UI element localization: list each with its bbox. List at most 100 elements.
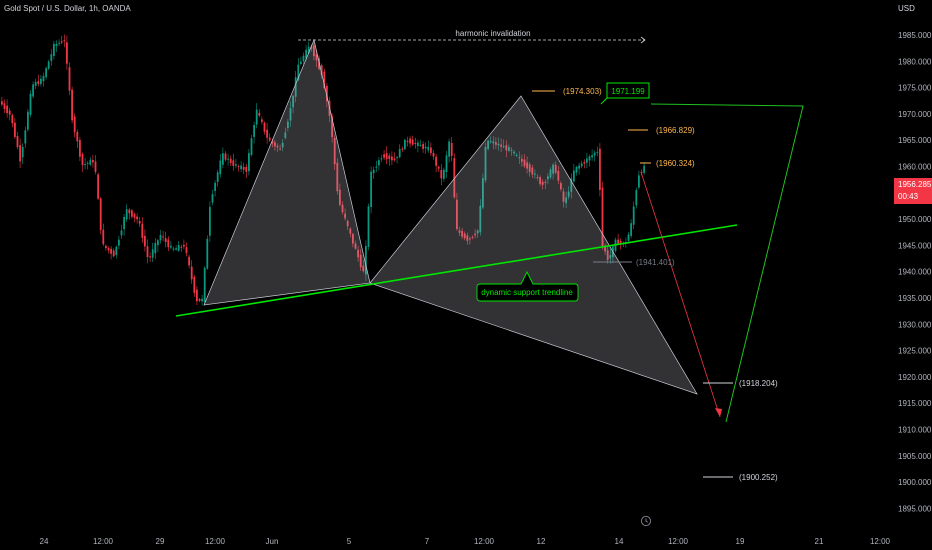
- candle-body: [79, 140, 81, 157]
- candle-body: [458, 230, 461, 233]
- candle-body: [435, 156, 437, 166]
- price-tick-label: 1975.000: [898, 84, 932, 93]
- candle-body: [279, 148, 281, 150]
- candle-body: [3, 103, 6, 110]
- candle-body: [580, 163, 583, 167]
- candle-body: [237, 166, 240, 168]
- current-price: 1956.285: [898, 180, 932, 189]
- candle-body: [141, 223, 144, 238]
- candle-body: [497, 143, 500, 146]
- price-tick-label: 1985.000: [898, 31, 932, 40]
- candle-body: [554, 164, 557, 173]
- candle-body: [203, 267, 206, 303]
- candle-body: [73, 116, 76, 133]
- candle-body: [144, 235, 146, 247]
- candle-body: [588, 156, 591, 161]
- candle-body: [385, 153, 388, 160]
- candle-body: [37, 81, 40, 85]
- candle-body: [466, 235, 469, 241]
- candle-body: [557, 170, 560, 181]
- candle-body: [99, 198, 102, 231]
- candle-body: [133, 213, 136, 218]
- candle-body: [500, 144, 502, 147]
- candle-body: [346, 220, 349, 227]
- candle-body: [619, 240, 622, 243]
- candle-body: [289, 108, 292, 121]
- time-tick-label: 5: [347, 537, 352, 546]
- candle-body: [58, 42, 60, 44]
- candle-body: [391, 156, 393, 161]
- candle-body: [287, 121, 289, 128]
- candle-body: [604, 246, 606, 252]
- support-trendline[interactable]: [175, 224, 738, 317]
- candle-body: [248, 153, 250, 172]
- candle-body: [276, 145, 279, 148]
- candle-body: [552, 164, 554, 174]
- candle-body: [414, 142, 417, 144]
- projection-triangle[interactable]: [650, 103, 804, 423]
- level-label-1918: (1918.204): [739, 379, 778, 388]
- candle-body: [164, 238, 167, 243]
- candle-body: [21, 146, 24, 158]
- candle-body: [8, 110, 11, 115]
- price-tick-label: 1950.000: [898, 215, 932, 224]
- invalidation-arrow-icon: [640, 36, 646, 44]
- candle-body: [6, 105, 8, 114]
- candle-body: [11, 115, 14, 124]
- candle-body: [430, 147, 432, 154]
- candle-body: [404, 139, 406, 150]
- time-tick-label: Jun: [266, 537, 279, 546]
- time-tick-label: 29: [156, 537, 165, 546]
- candle-body: [578, 165, 580, 169]
- candle-body: [45, 68, 47, 78]
- candle-body: [495, 142, 497, 145]
- candle-body: [66, 42, 68, 64]
- candle-body: [476, 230, 479, 234]
- candle-body: [318, 58, 320, 70]
- candle-body: [396, 157, 398, 159]
- replay-icon[interactable]: [640, 515, 652, 527]
- candle-body: [255, 109, 258, 125]
- candle-body: [565, 197, 567, 204]
- candle-body: [146, 246, 149, 258]
- candle-body: [320, 65, 323, 76]
- candle-body: [367, 206, 370, 247]
- currency-label[interactable]: USD: [898, 4, 915, 13]
- arrow-head-icon: [715, 408, 722, 417]
- candle-body: [40, 78, 42, 84]
- candle-body: [271, 140, 274, 144]
- price-tick-label: 1900.000: [898, 478, 932, 487]
- time-axis[interactable]: 24 12:00 29 12:00 Jun 5 7 12:00 12 14 12:00 19 21 12:…: [40, 537, 891, 546]
- candle-body: [55, 43, 58, 47]
- candle-body: [1, 101, 3, 105]
- candle-body: [422, 144, 424, 149]
- bearish-projection-arrow[interactable]: [640, 171, 721, 418]
- level-box-1971[interactable]: [606, 82, 650, 99]
- candle-body: [118, 239, 120, 246]
- price-tick-label: 1915.000: [898, 399, 932, 408]
- candle-body: [42, 75, 45, 82]
- candle-body: [341, 204, 344, 213]
- candle-body: [505, 145, 508, 151]
- candle-body: [222, 153, 224, 165]
- support-callout[interactable]: [476, 270, 579, 302]
- candle-body: [297, 64, 300, 80]
- candle-body: [125, 209, 128, 220]
- candle-body: [378, 160, 380, 166]
- candle-body: [250, 138, 253, 155]
- support-callout-label: dynamic support trendline: [481, 288, 573, 297]
- candle-body: [102, 229, 105, 245]
- candle-body: [388, 155, 391, 160]
- candle-body: [591, 155, 593, 158]
- price-tick-label: 1980.000: [898, 57, 932, 66]
- symbol-title[interactable]: Gold Spot / U.S. Dollar, 1h, OANDA: [4, 4, 131, 13]
- candle-body: [60, 41, 63, 43]
- level-label-1960: (1960.324): [656, 159, 695, 168]
- candle-body: [305, 49, 307, 59]
- price-axis[interactable]: 1985.000 1980.000 1975.000 1970.000 1965.000…: [898, 31, 932, 513]
- candle-body: [487, 140, 489, 149]
- candle-body: [198, 299, 201, 301]
- candle-body: [253, 124, 255, 138]
- candle-body: [492, 141, 495, 144]
